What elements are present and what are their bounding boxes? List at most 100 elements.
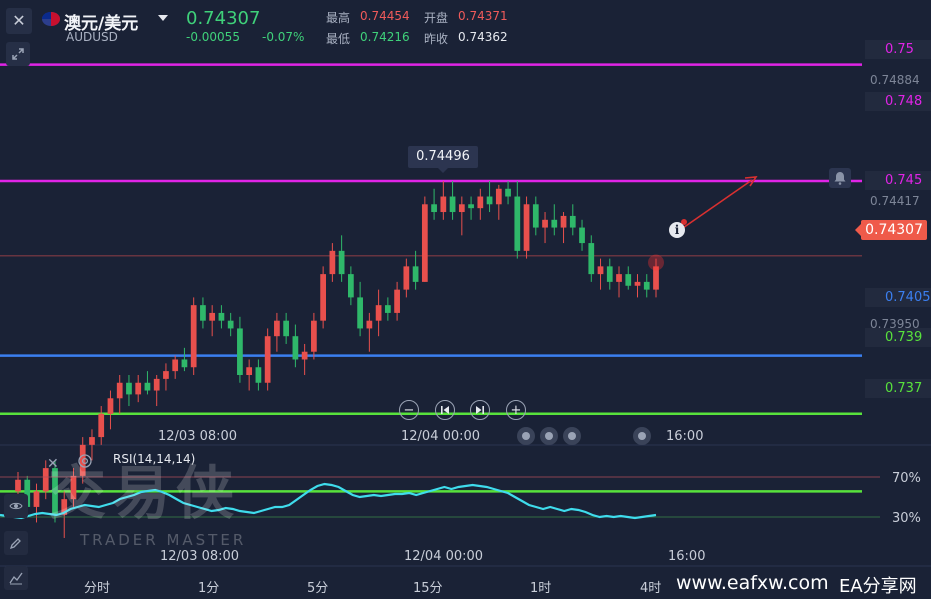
candle (218, 305, 225, 329)
time-label: 16:00 (666, 429, 704, 444)
rsi-layer (0, 476, 880, 520)
close-icon: ✕ (12, 11, 26, 30)
prev-button[interactable] (435, 400, 455, 420)
dot-button-2[interactable] (540, 427, 558, 445)
candle (653, 258, 659, 298)
candle (126, 375, 132, 407)
dot-button-3[interactable] (563, 427, 581, 445)
candle (237, 316, 243, 383)
candle (227, 312, 234, 337)
rsi-close-button[interactable]: ✕ (47, 453, 63, 472)
candle (181, 347, 188, 372)
candle (52, 460, 58, 523)
next-button[interactable] (470, 400, 490, 420)
candle (246, 359, 253, 391)
footer-site: www.eafxw.com (676, 572, 829, 594)
symbol-code: AUDUSD (66, 30, 118, 44)
time-label: 16:00 (668, 549, 706, 564)
tf-4h[interactable]: 4时 (640, 581, 662, 596)
tf-1h[interactable]: 1时 (530, 581, 552, 596)
candle (311, 312, 317, 360)
candle (292, 324, 299, 368)
eye-tool-button[interactable] (4, 494, 28, 518)
tf-15m[interactable]: 15分 (413, 581, 443, 596)
candle (329, 243, 336, 282)
low-label: 最低 (326, 32, 351, 46)
candle (320, 266, 326, 329)
candle (458, 196, 465, 236)
candle (569, 204, 576, 236)
indicator-tool-button[interactable] (4, 566, 28, 590)
zoom-out-icon: − (403, 402, 415, 418)
candle (255, 359, 262, 391)
dot-button-4[interactable] (633, 427, 651, 445)
pencil-icon (9, 538, 21, 550)
candle (89, 429, 95, 461)
tf-tick[interactable]: 分时 (84, 581, 111, 596)
level-tag-5: 0.737 (865, 379, 931, 398)
high-tooltip: 0.74496 (408, 146, 478, 168)
rsi-level-label: 30% (892, 511, 921, 526)
axis-price-label: 0.73950 (870, 317, 920, 331)
candle (579, 219, 585, 251)
candle (403, 258, 410, 298)
candle (366, 312, 373, 352)
candle (532, 196, 539, 236)
eye-icon (78, 454, 92, 468)
axis-price-label: 0.74417 (870, 194, 920, 208)
current-price-tag: 0.74307 (861, 220, 927, 240)
candle (200, 297, 206, 329)
level-tag-2: 0.745 (865, 171, 931, 190)
expand-icon (12, 48, 24, 60)
candle (625, 266, 632, 290)
candle (440, 181, 447, 220)
high-label: 最高 (326, 11, 351, 25)
candle (375, 289, 382, 337)
open-value: 0.74371 (458, 9, 508, 23)
candle (153, 375, 160, 407)
zoom-out-button[interactable]: − (399, 400, 419, 420)
candle (348, 266, 354, 306)
watermark-brand: 交易侠 (48, 459, 241, 527)
prev-close-label: 昨收 (424, 32, 449, 46)
candle (421, 196, 428, 282)
tf-1m[interactable]: 1分 (198, 581, 220, 596)
open-label: 开盘 (424, 11, 449, 25)
prev-icon (441, 406, 449, 414)
info-icon[interactable]: i (669, 222, 685, 238)
last-price-glow (648, 254, 664, 271)
symbol-name[interactable]: 澳元/美元 (64, 14, 139, 34)
rsi-settings-button[interactable] (77, 453, 93, 469)
time-label: 12/03 08:00 (160, 549, 240, 564)
dot-button-1[interactable] (517, 427, 535, 445)
candle (98, 406, 105, 445)
level-tag-1: 0.748 (865, 92, 931, 111)
alert-button[interactable] (829, 168, 851, 188)
candle (643, 274, 650, 298)
watermark-brand-en: TRADER MASTER (80, 531, 247, 549)
level-tag-3: 0.7405 (865, 288, 931, 307)
candle (588, 235, 595, 282)
bell-icon (834, 172, 846, 185)
candle (357, 281, 363, 337)
candle (135, 375, 142, 403)
time-label: 12/04 00:00 (401, 429, 481, 444)
next-icon (476, 406, 484, 414)
candle (107, 390, 114, 430)
candle (495, 184, 502, 220)
close-button[interactable]: ✕ (6, 8, 32, 34)
chevron-down-icon[interactable] (158, 15, 168, 21)
zoom-in-button[interactable]: + (506, 400, 526, 420)
tf-5m[interactable]: 5分 (307, 581, 329, 596)
candle (514, 181, 521, 259)
time-label: 12/04 00:00 (404, 549, 484, 564)
candle (477, 188, 484, 220)
candle (542, 212, 548, 244)
draw-tool-button[interactable] (4, 531, 28, 555)
prev-close-value: 0.74362 (458, 30, 508, 44)
candle (606, 258, 613, 290)
expand-button[interactable] (6, 42, 30, 66)
candle (384, 297, 391, 321)
current-price: 0.74307 (186, 8, 261, 29)
